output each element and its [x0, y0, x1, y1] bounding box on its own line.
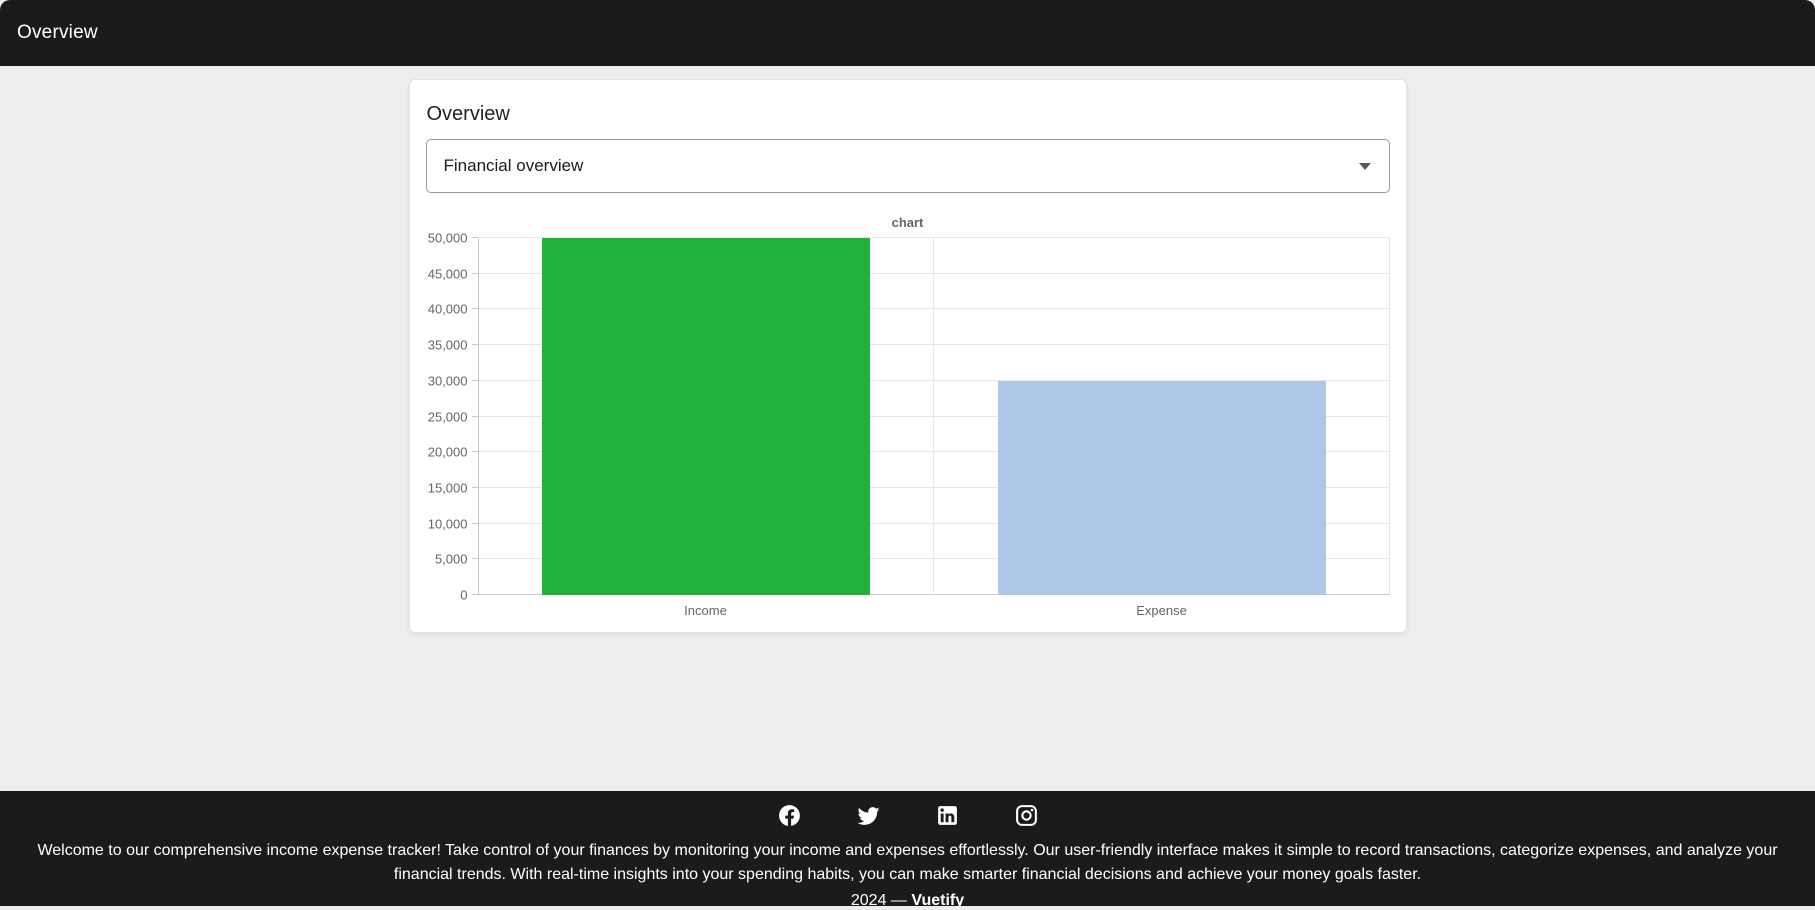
main-content: Overview Financial overview chart 0 5,000… [0, 79, 1815, 791]
y-tick-mark [471, 522, 478, 524]
bar-chart: chart 0 5,000 10,000 15,000 20,000 25,000 30,0… [426, 215, 1390, 618]
y-tick-label: 0 [460, 587, 468, 603]
h-gridline [478, 308, 1390, 310]
footer: Welcome to our comprehensive income expe… [0, 791, 1815, 909]
y-tick-mark [471, 272, 478, 274]
y-tick-mark [471, 451, 478, 453]
h-gridline [478, 522, 1390, 524]
chart-title: chart [891, 215, 924, 230]
h-gridline [478, 272, 1390, 274]
footer-copyright: 2024 — Vuetify [0, 892, 1815, 910]
y-tick-label: 15,000 [427, 480, 468, 496]
v-gridline [1388, 238, 1390, 595]
h-gridline [478, 237, 1390, 238]
y-tick-mark [471, 379, 478, 381]
chart-type-select[interactable]: Financial overview [425, 139, 1390, 193]
app-bar: Overview [0, 0, 1815, 66]
y-tick-mark [471, 237, 478, 238]
social-icons-row [0, 798, 1815, 838]
card-title: Overview [426, 103, 510, 125]
h-gridline [478, 594, 1390, 595]
y-tick-label: 25,000 [427, 409, 468, 424]
chart-body: 0 5,000 10,000 15,000 20,000 25,000 30,000 35,0… [426, 231, 1390, 603]
instagram-button[interactable] [1002, 798, 1050, 838]
y-tick-label: 40,000 [427, 301, 468, 317]
dropdown-arrow-icon [1358, 162, 1371, 170]
h-gridline [478, 558, 1390, 560]
y-tick-mark [471, 486, 478, 488]
facebook-button[interactable] [765, 798, 813, 838]
linkedin-button[interactable] [923, 798, 971, 838]
chart-y-axis: 0 5,000 10,000 15,000 20,000 25,000 30,000 35,0… [426, 231, 478, 603]
y-tick-label: 35,000 [427, 337, 468, 353]
instagram-icon [1014, 803, 1039, 833]
x-category-label: Income [684, 603, 727, 618]
bar-income [542, 238, 871, 595]
h-gridline [478, 344, 1390, 346]
chart-plot [471, 237, 1390, 595]
h-gridline [478, 486, 1390, 488]
twitter-icon [856, 803, 881, 833]
y-tick-mark [471, 594, 478, 595]
y-tick-label: 50,000 [427, 230, 468, 246]
h-gridline [478, 415, 1390, 417]
y-tick-label: 20,000 [427, 444, 468, 460]
y-tick-mark [471, 344, 478, 346]
y-tick-label: 45,000 [427, 266, 468, 282]
chart-x-labels: Income Expense [478, 595, 1390, 618]
h-gridline [478, 451, 1390, 453]
y-tick-mark [471, 308, 478, 310]
x-category-label: Expense [1136, 603, 1187, 618]
facebook-icon [777, 803, 802, 833]
bar-expense [997, 380, 1326, 595]
overview-card: Overview Financial overview chart 0 5,000… [408, 79, 1407, 633]
y-tick-label: 5,000 [434, 551, 468, 567]
y-tick-mark [471, 415, 478, 417]
h-gridline [478, 379, 1390, 381]
copyright-separator: — [890, 892, 907, 909]
copyright-year: 2024 [850, 892, 887, 909]
chart-type-select-value: Financial overview [443, 156, 584, 175]
y-tick-mark [471, 558, 478, 560]
y-tick-label: 30,000 [427, 373, 468, 389]
app-bar-title: Overview [17, 22, 98, 43]
v-gridline [933, 238, 934, 595]
y-tick-label: 10,000 [427, 516, 468, 532]
brand-name: Vuetify [911, 892, 965, 909]
footer-description: Welcome to our comprehensive income expe… [37, 842, 1778, 883]
twitter-button[interactable] [844, 798, 892, 838]
linkedin-icon [935, 803, 960, 833]
